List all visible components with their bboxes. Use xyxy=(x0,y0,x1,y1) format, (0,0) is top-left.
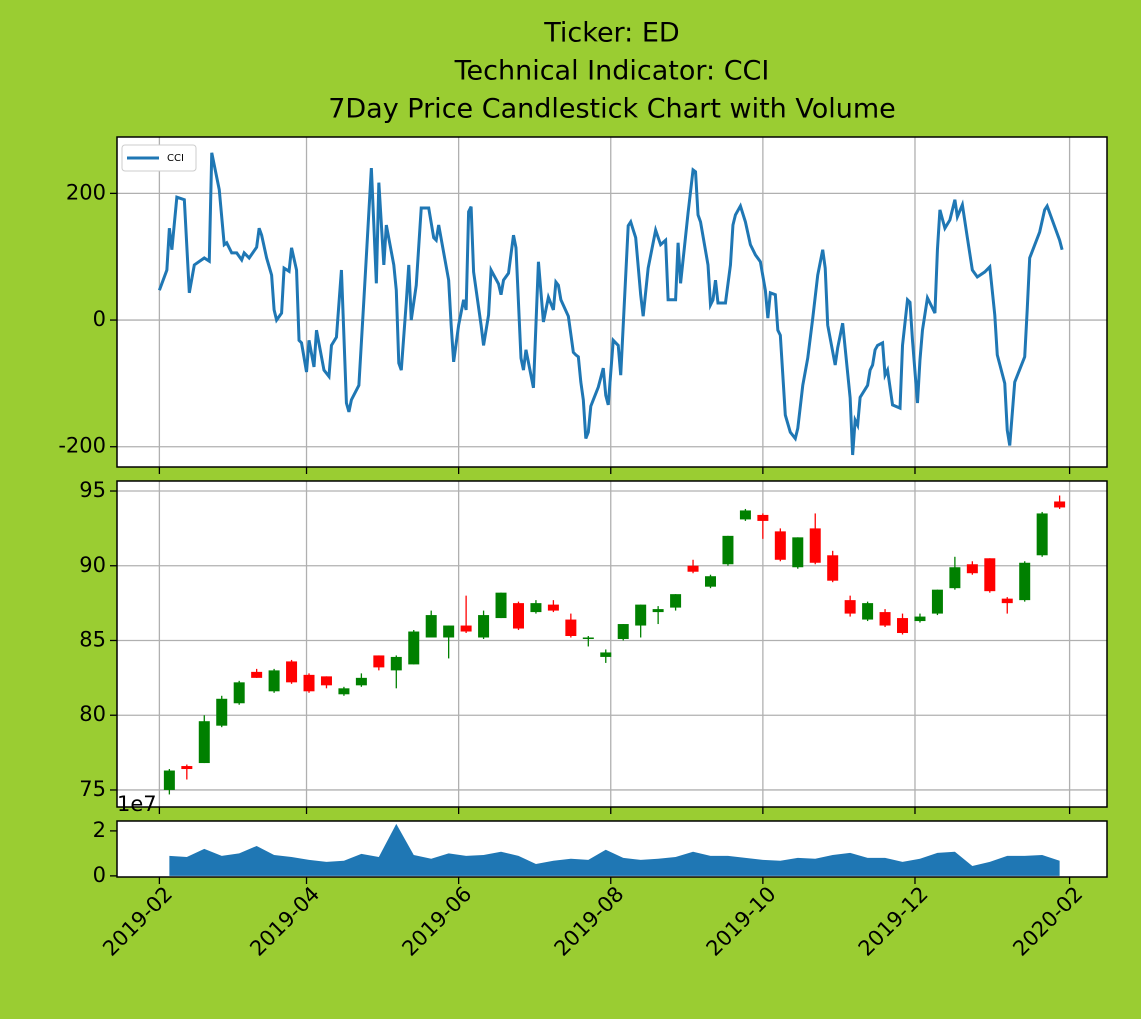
y-offset-label: 1e7 xyxy=(117,792,157,816)
x-tick-label: 2019-06 xyxy=(397,882,476,961)
candle-body xyxy=(670,594,682,608)
candle-body xyxy=(862,603,874,620)
x-tick-label: 2019-08 xyxy=(550,882,629,961)
candle-body xyxy=(390,656,402,671)
title-line: 7Day Price Candlestick Chart with Volume xyxy=(328,94,896,125)
candle-body xyxy=(512,603,524,629)
candle-body xyxy=(425,615,437,638)
candle-body xyxy=(373,655,385,668)
legend-label: CCI xyxy=(167,153,184,164)
axes-background xyxy=(117,481,1107,807)
candle-body xyxy=(600,652,612,657)
title-line: Technical Indicator: CCI xyxy=(454,56,770,87)
candle-body xyxy=(722,535,734,565)
candle-body xyxy=(809,528,821,563)
y-tick-label: 200 xyxy=(66,180,106,204)
candle-body xyxy=(827,555,839,581)
y-tick-label: 90 xyxy=(79,553,106,577)
candle-body xyxy=(844,600,856,614)
candle-body xyxy=(582,637,594,639)
candle-body xyxy=(687,565,699,572)
candle-body xyxy=(530,603,542,613)
candle-body xyxy=(303,674,315,692)
candle-body xyxy=(460,625,472,632)
candle-body xyxy=(635,604,647,626)
candle-body xyxy=(338,688,350,695)
axes-background xyxy=(117,137,1107,467)
candle-body xyxy=(163,770,175,790)
axes-frame xyxy=(116,136,1108,468)
candle-body xyxy=(949,567,961,589)
candle-body xyxy=(792,537,804,568)
y-tick-label: 2 xyxy=(93,818,106,842)
axes-frame xyxy=(116,480,1108,808)
candle-body xyxy=(495,592,507,619)
candle-body xyxy=(198,721,210,764)
candle-body xyxy=(617,624,629,639)
title-line: Ticker: ED xyxy=(543,18,679,49)
candle-body xyxy=(443,625,455,638)
candle-body xyxy=(984,558,996,592)
cci-line xyxy=(157,152,1064,456)
candle-body xyxy=(966,564,978,574)
y-tick-label: 0 xyxy=(93,307,106,331)
candle-body xyxy=(757,514,769,521)
candle-body xyxy=(774,531,786,560)
x-tick-label: 2019-02 xyxy=(98,882,177,961)
candle-body xyxy=(739,510,751,520)
y-tick-label: 75 xyxy=(79,777,106,801)
candle-body xyxy=(879,612,891,626)
y-tick-label: 95 xyxy=(79,478,106,502)
candle-body xyxy=(1036,513,1048,556)
axes-frame xyxy=(116,820,1108,878)
candle-body xyxy=(268,670,280,692)
candle-body xyxy=(705,576,717,587)
candle-body xyxy=(320,676,332,686)
candle-body xyxy=(565,619,577,637)
x-tick-label: 2020-02 xyxy=(1008,882,1087,961)
candle-body xyxy=(652,609,664,613)
candle-body xyxy=(216,698,228,726)
candle-body xyxy=(547,604,559,611)
candle-body xyxy=(355,677,367,686)
y-tick-label: 85 xyxy=(79,627,106,651)
candle-body xyxy=(914,616,926,622)
candle-body xyxy=(1019,562,1031,601)
candle-body xyxy=(233,682,245,704)
x-tick-label: 2019-12 xyxy=(854,882,933,961)
volume-area xyxy=(169,823,1060,876)
candle-body xyxy=(1001,598,1013,604)
candle-body xyxy=(251,671,263,678)
candle-body xyxy=(478,615,490,638)
candle-body xyxy=(1054,501,1066,508)
candle-body xyxy=(286,661,298,683)
candle-body xyxy=(931,589,943,614)
y-tick-label: 80 xyxy=(79,702,106,726)
candle-body xyxy=(408,631,420,665)
x-tick-label: 2019-04 xyxy=(245,882,324,961)
x-tick-label: 2019-10 xyxy=(702,882,781,961)
y-tick-label: -200 xyxy=(58,434,106,458)
candle-body xyxy=(897,618,909,634)
y-tick-label: 0 xyxy=(93,863,106,887)
candle-body xyxy=(181,766,193,770)
